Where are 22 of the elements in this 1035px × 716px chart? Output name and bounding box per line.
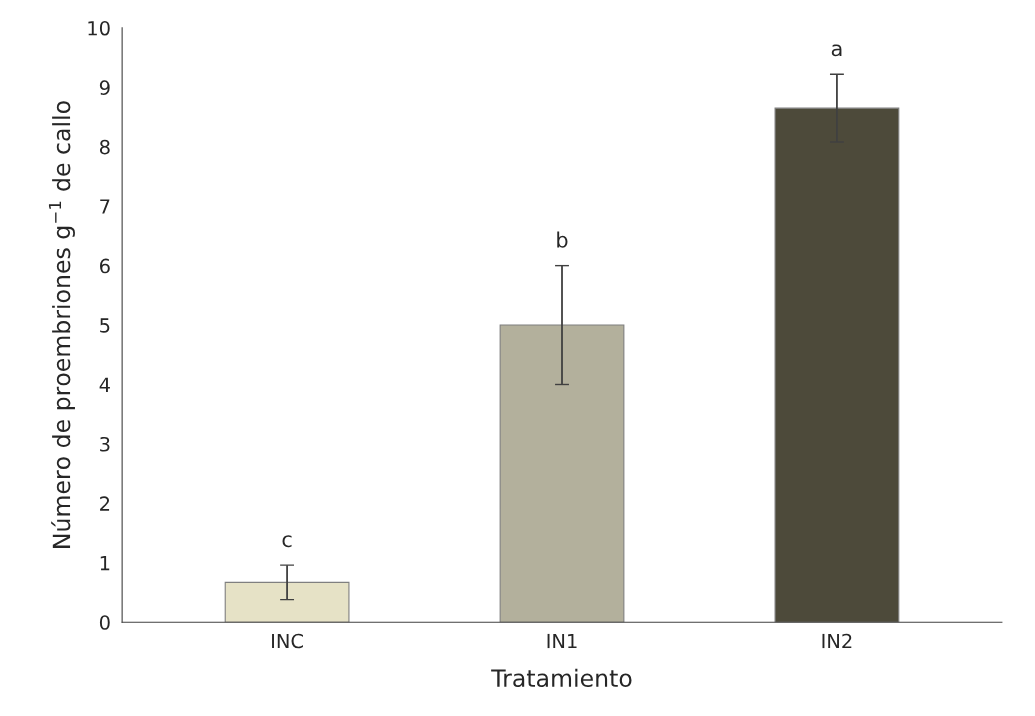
annotation: a bbox=[831, 44, 842, 57]
y-tick-label: 4 bbox=[99, 377, 110, 392]
y-tick-label: 6 bbox=[100, 258, 110, 274]
y-axis-title: Número de proembriones g$^{−1}$ de callo bbox=[48, 101, 75, 548]
y-tick-label: 10 bbox=[88, 20, 110, 36]
y-tick-label: 5 bbox=[100, 318, 110, 333]
x-axis-title: Tratamiento bbox=[491, 668, 632, 688]
y-tick-label: 8 bbox=[99, 139, 110, 155]
y-tick-label: 3 bbox=[100, 436, 110, 452]
y-tick-label: 7 bbox=[100, 199, 110, 214]
x-tick-label: INC bbox=[272, 633, 303, 649]
y-tick-label: 2 bbox=[100, 496, 110, 511]
bar bbox=[774, 107, 900, 623]
x-tick-label: IN2 bbox=[822, 633, 852, 649]
bar bbox=[224, 581, 350, 623]
y-tick-label: 0 bbox=[99, 615, 110, 630]
x-tick-label: IN1 bbox=[547, 633, 577, 649]
annotation: b bbox=[557, 231, 568, 248]
y-tick-label: 1 bbox=[100, 555, 110, 571]
y-tick-label: 9 bbox=[99, 80, 110, 96]
annotation: c bbox=[282, 535, 292, 548]
bar bbox=[499, 324, 625, 623]
